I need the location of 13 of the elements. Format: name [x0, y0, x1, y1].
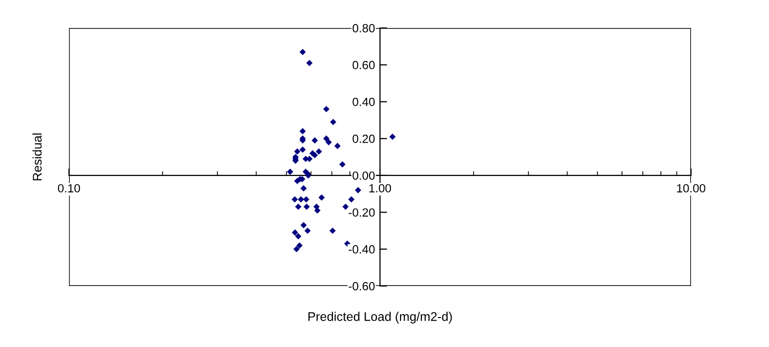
y-tick-label: 0.20: [352, 134, 375, 143]
y-tick-label: 0.80: [352, 24, 375, 32]
y-tick-label: -0.20: [348, 208, 375, 217]
y-tick-label: 0.00: [352, 171, 375, 180]
x-tick-label: 0.10: [58, 184, 80, 192]
x-tick-label: 1.00: [369, 184, 392, 192]
y-axis-title: Residual: [32, 134, 42, 180]
x-tick-label: 10.00: [677, 184, 706, 192]
y-tick-label: 0.40: [352, 98, 375, 106]
x-axis-title: Predicted Load (mg/m2-d): [308, 312, 452, 324]
y-tick-label: -0.40: [348, 245, 375, 254]
y-tick-label: 0.60: [352, 60, 375, 70]
y-tick-label: -0.60: [348, 282, 375, 290]
